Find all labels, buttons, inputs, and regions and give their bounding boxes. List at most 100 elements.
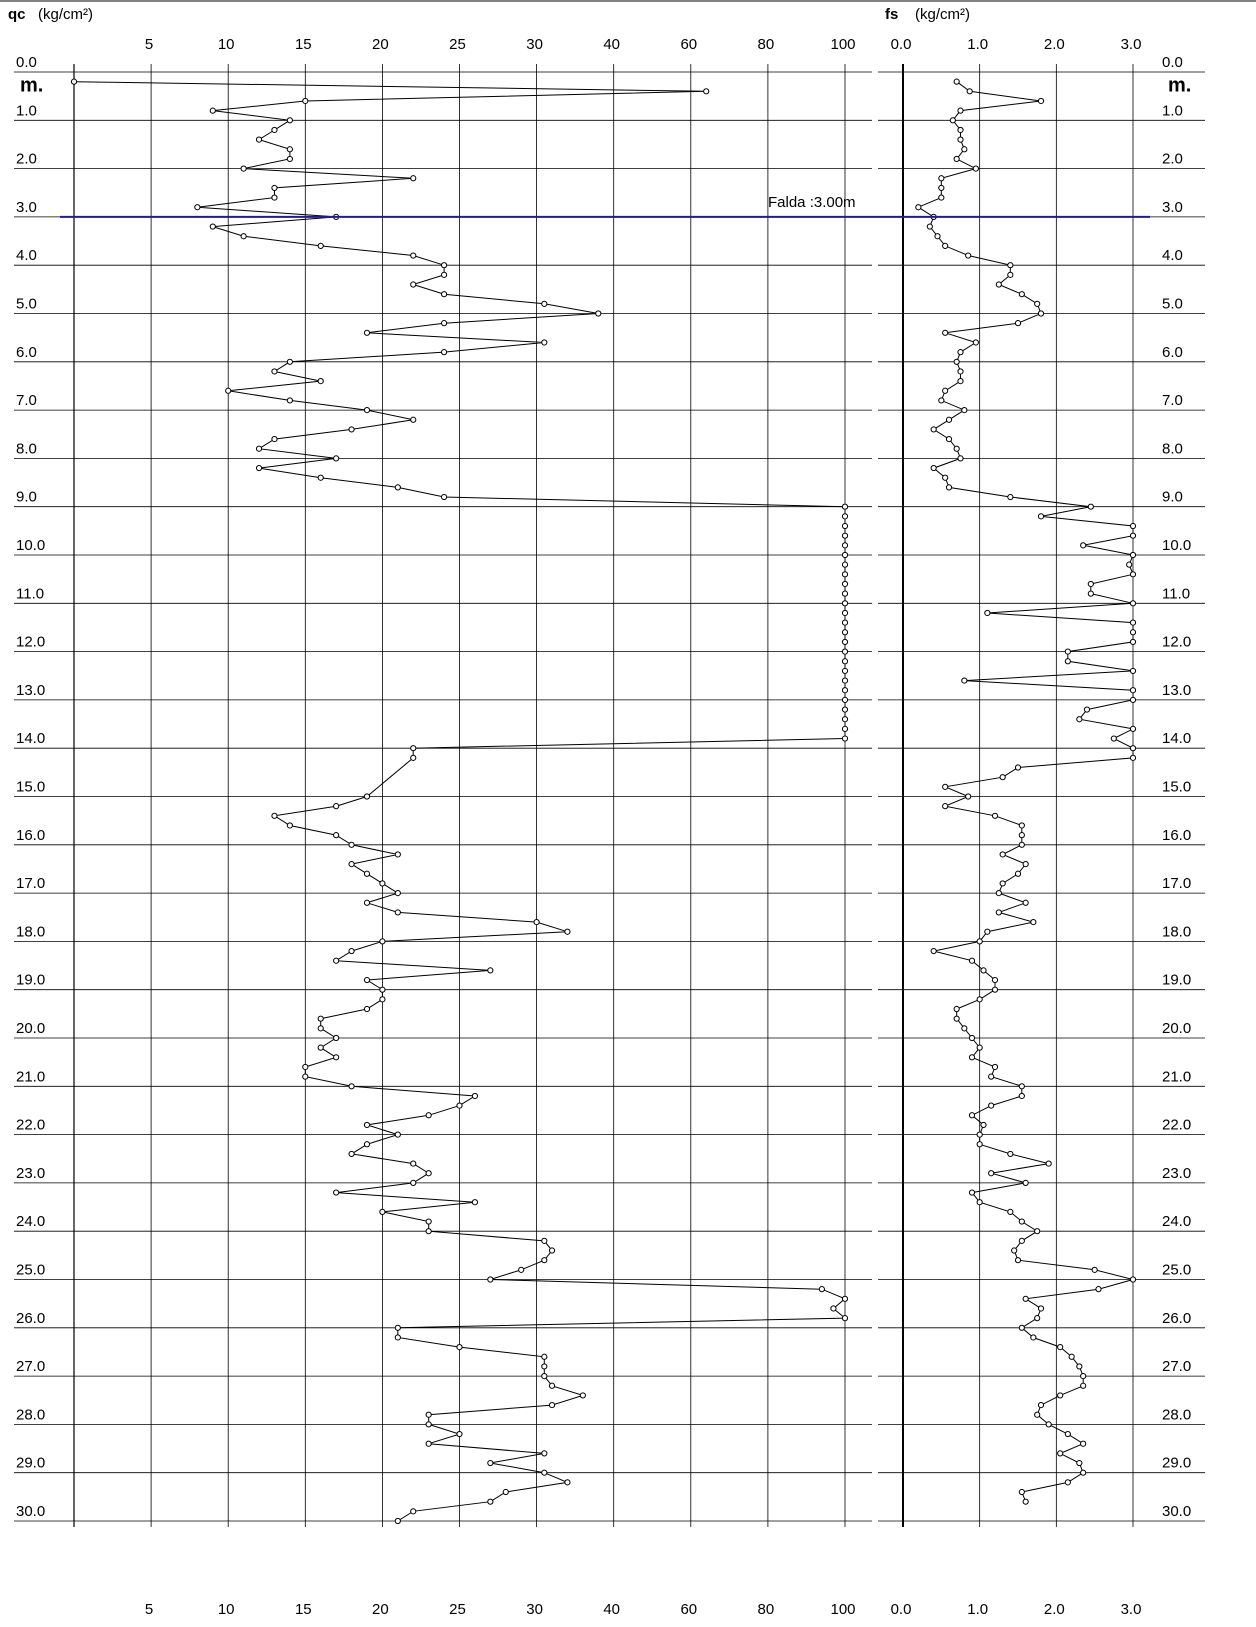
data-point (942, 329, 949, 336)
data-point (930, 947, 937, 955)
data-point (1110, 735, 1117, 742)
x-tick-label: 40 (603, 1601, 620, 1618)
x-tick-label: 5 (145, 36, 153, 53)
data-point (938, 184, 945, 192)
data-point (988, 1102, 995, 1109)
data-point (1011, 1247, 1018, 1254)
data-point (841, 600, 849, 607)
data-point (841, 551, 849, 559)
data-point (440, 271, 448, 278)
data-point (348, 947, 355, 955)
data-point (564, 1479, 571, 1486)
data-point (1045, 1421, 1052, 1428)
data-point (957, 349, 964, 356)
data-point (317, 242, 324, 249)
data-point (363, 1005, 371, 1013)
data-point (286, 358, 293, 365)
data-point (1064, 648, 1071, 655)
data-point (1129, 745, 1137, 752)
data-point (394, 909, 401, 916)
data-point (1018, 1092, 1025, 1100)
data-point (1007, 1150, 1014, 1158)
data-point (487, 1276, 494, 1283)
data-point (317, 1025, 324, 1032)
x-tick-label: 20 (372, 36, 389, 53)
data-point (410, 281, 417, 288)
data-point (579, 1392, 586, 1399)
data-point (541, 300, 548, 307)
data-point (841, 609, 849, 617)
data-point (1018, 1324, 1025, 1331)
y-tick-label: 9.0 (1162, 489, 1183, 506)
data-point (1007, 262, 1014, 269)
data-point (841, 503, 849, 510)
x-tick-label: 80 (758, 1601, 775, 1618)
data-point (1057, 1344, 1064, 1351)
data-point (286, 822, 293, 829)
data-point (348, 426, 355, 433)
y-tick-label: 29.0 (1162, 1455, 1191, 1472)
data-point (1014, 870, 1022, 877)
data-point (363, 1141, 371, 1148)
data-point (317, 378, 324, 385)
qc-unit: (kg/cm²) (38, 6, 93, 23)
data-point (379, 880, 386, 887)
data-point (841, 677, 849, 684)
y-tick-label: 30.0 (16, 1503, 45, 1520)
data-point (541, 1450, 548, 1457)
data-point (980, 1121, 987, 1129)
data-point (541, 1363, 548, 1370)
y-tick-label: 16.0 (1162, 827, 1191, 844)
data-point (1014, 320, 1022, 327)
data-point (841, 542, 849, 549)
data-point (209, 107, 216, 114)
data-point (1080, 1373, 1087, 1380)
x-tick-label: 0.0 (891, 1601, 912, 1618)
y-tick-label: 26.0 (1162, 1310, 1191, 1327)
y-tick-label: 23.0 (1162, 1165, 1191, 1182)
data-point (841, 629, 849, 636)
data-point (1018, 1488, 1025, 1496)
fs-unit: (kg/cm²) (915, 6, 970, 23)
y-tick-label: 27.0 (16, 1358, 45, 1375)
data-point (1064, 1430, 1071, 1438)
data-point (991, 1063, 999, 1071)
y-tick-label: 21.0 (1162, 1068, 1191, 1085)
data-point (980, 967, 987, 974)
data-point (1007, 271, 1014, 278)
data-point (1129, 754, 1137, 761)
data-point (934, 233, 941, 240)
x-tick-label: 25 (449, 36, 466, 53)
y-tick-label: 26.0 (16, 1310, 45, 1327)
data-point (1037, 97, 1045, 105)
data-point (363, 976, 371, 984)
y-tick-label: 4.0 (1162, 247, 1183, 264)
data-point (841, 687, 849, 694)
data-point (425, 1218, 432, 1225)
data-point (1014, 1257, 1022, 1264)
data-point (841, 735, 849, 742)
data-point (1126, 561, 1133, 568)
data-point (945, 484, 953, 491)
data-point (1087, 580, 1094, 588)
data-point (271, 194, 278, 201)
y-tick-label: 2.0 (16, 151, 37, 168)
data-point (502, 1488, 509, 1496)
data-point (1076, 716, 1083, 723)
y-tick-label: 20.0 (1162, 1020, 1191, 1037)
data-point (410, 1160, 417, 1167)
data-point (968, 957, 976, 964)
data-point (991, 812, 999, 819)
data-point (841, 513, 849, 520)
x-tick-label: 40 (603, 36, 620, 53)
y-tick-label: 21.0 (16, 1068, 45, 1085)
data-point (976, 1141, 983, 1148)
y-tick-label: 27.0 (1162, 1358, 1191, 1375)
data-point (1034, 1315, 1041, 1322)
data-point (1037, 513, 1045, 520)
data-point (841, 706, 849, 713)
data-point (995, 890, 1002, 897)
data-point (957, 126, 964, 134)
y-tick-label: 12.0 (16, 634, 45, 651)
data-point (471, 1092, 479, 1100)
